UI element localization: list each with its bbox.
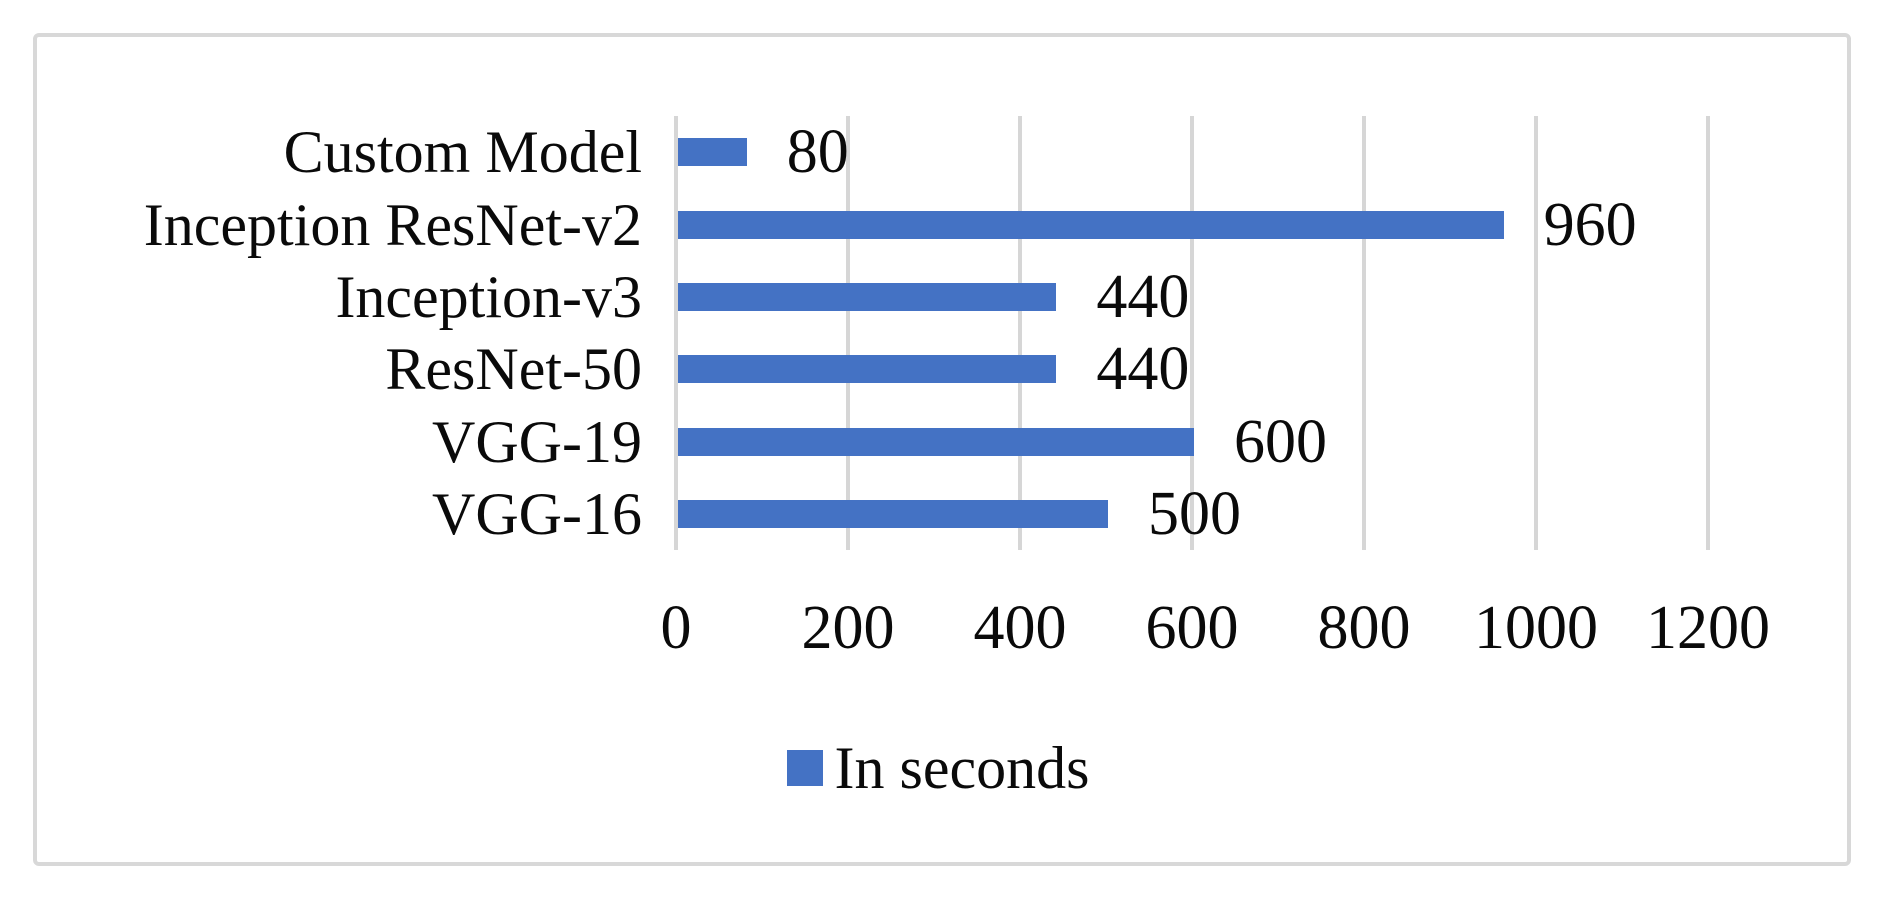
legend-label: In seconds (834, 735, 1090, 801)
legend: In seconds (33, 736, 1843, 800)
legend-swatch-icon (786, 750, 823, 786)
